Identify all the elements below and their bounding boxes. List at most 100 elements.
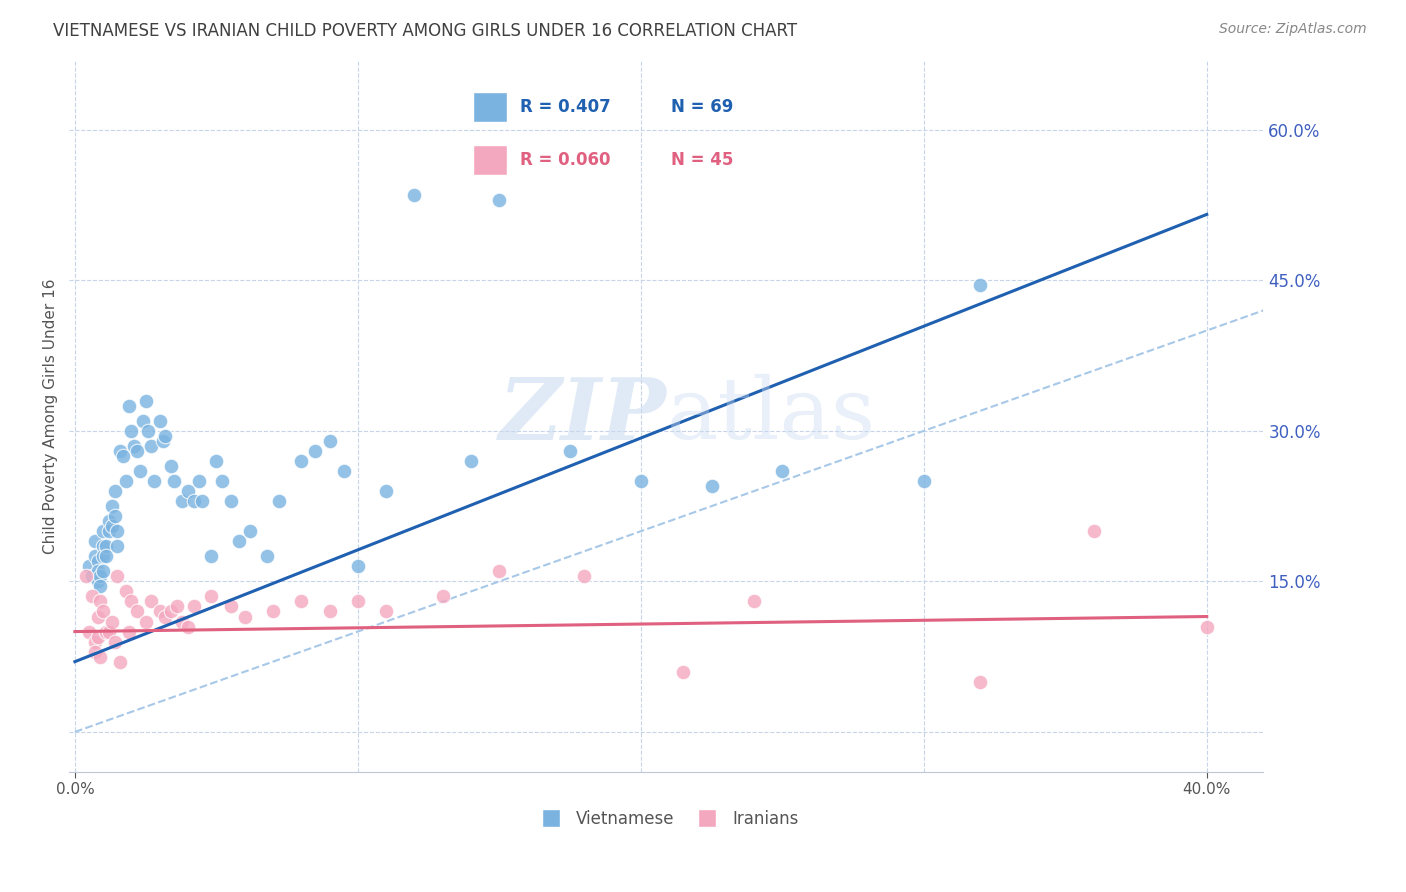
- Point: [152, 434, 174, 448]
- Point: [149, 414, 172, 428]
- Y-axis label: Child Poverty Among Girls Under 16: Child Poverty Among Girls Under 16: [44, 278, 58, 554]
- Point: [672, 665, 695, 679]
- Text: ZIP: ZIP: [498, 374, 666, 458]
- Point: [375, 605, 398, 619]
- Point: [488, 193, 510, 207]
- Point: [105, 569, 128, 583]
- Point: [912, 474, 935, 488]
- Point: [138, 424, 160, 438]
- Point: [219, 599, 242, 614]
- Point: [80, 569, 103, 583]
- Point: [290, 594, 312, 608]
- Point: [118, 399, 141, 413]
- Point: [143, 474, 166, 488]
- Point: [558, 444, 581, 458]
- Point: [163, 474, 186, 488]
- Point: [188, 474, 211, 488]
- Text: atlas: atlas: [666, 375, 876, 458]
- Point: [100, 615, 122, 629]
- Point: [127, 444, 149, 458]
- Point: [105, 524, 128, 539]
- Point: [124, 439, 146, 453]
- Point: [100, 499, 122, 513]
- Point: [191, 494, 214, 508]
- Point: [108, 655, 131, 669]
- Point: [86, 565, 108, 579]
- Point: [86, 609, 108, 624]
- Point: [129, 464, 152, 478]
- Point: [183, 494, 205, 508]
- Point: [304, 444, 326, 458]
- Point: [105, 539, 128, 553]
- Point: [97, 524, 120, 539]
- Point: [94, 624, 117, 639]
- Point: [200, 549, 222, 564]
- Text: Source: ZipAtlas.com: Source: ZipAtlas.com: [1219, 22, 1367, 37]
- Point: [460, 454, 482, 468]
- Point: [91, 549, 114, 564]
- Point: [77, 559, 100, 574]
- Point: [111, 449, 134, 463]
- Point: [160, 458, 183, 473]
- Point: [135, 393, 157, 408]
- Point: [219, 494, 242, 508]
- Point: [132, 414, 155, 428]
- Point: [574, 569, 596, 583]
- Point: [200, 590, 222, 604]
- Point: [155, 609, 177, 624]
- Point: [347, 559, 370, 574]
- Point: [103, 484, 125, 499]
- Point: [177, 619, 200, 633]
- Point: [94, 549, 117, 564]
- Point: [172, 494, 194, 508]
- Point: [155, 429, 177, 443]
- Point: [86, 554, 108, 568]
- Point: [404, 188, 426, 202]
- Point: [121, 424, 143, 438]
- Point: [770, 464, 793, 478]
- Text: VIETNAMESE VS IRANIAN CHILD POVERTY AMONG GIRLS UNDER 16 CORRELATION CHART: VIETNAMESE VS IRANIAN CHILD POVERTY AMON…: [53, 22, 797, 40]
- Point: [1195, 619, 1218, 633]
- Point: [205, 454, 228, 468]
- Point: [91, 539, 114, 553]
- Point: [290, 454, 312, 468]
- Point: [89, 579, 111, 593]
- Point: [969, 278, 991, 293]
- Point: [262, 605, 284, 619]
- Point: [86, 630, 108, 644]
- Point: [127, 605, 149, 619]
- Point: [118, 624, 141, 639]
- Point: [91, 565, 114, 579]
- Point: [86, 574, 108, 589]
- Point: [89, 649, 111, 664]
- Point: [103, 634, 125, 648]
- Point: [239, 524, 262, 539]
- Point: [94, 539, 117, 553]
- Point: [114, 584, 136, 599]
- Point: [166, 599, 188, 614]
- Point: [103, 509, 125, 524]
- Point: [630, 474, 652, 488]
- Point: [267, 494, 290, 508]
- Legend: Vietnamese, Iranians: Vietnamese, Iranians: [527, 804, 806, 835]
- Point: [332, 464, 354, 478]
- Point: [149, 605, 172, 619]
- Point: [160, 605, 183, 619]
- Point: [141, 594, 163, 608]
- Point: [233, 609, 256, 624]
- Point: [318, 605, 340, 619]
- Point: [108, 444, 131, 458]
- Point: [121, 594, 143, 608]
- Point: [318, 434, 340, 448]
- Point: [183, 599, 205, 614]
- Point: [135, 615, 157, 629]
- Point: [256, 549, 278, 564]
- Point: [100, 519, 122, 533]
- Point: [89, 594, 111, 608]
- Point: [83, 634, 105, 648]
- Point: [141, 439, 163, 453]
- Point: [969, 674, 991, 689]
- Point: [375, 484, 398, 499]
- Point: [83, 534, 105, 549]
- Point: [91, 524, 114, 539]
